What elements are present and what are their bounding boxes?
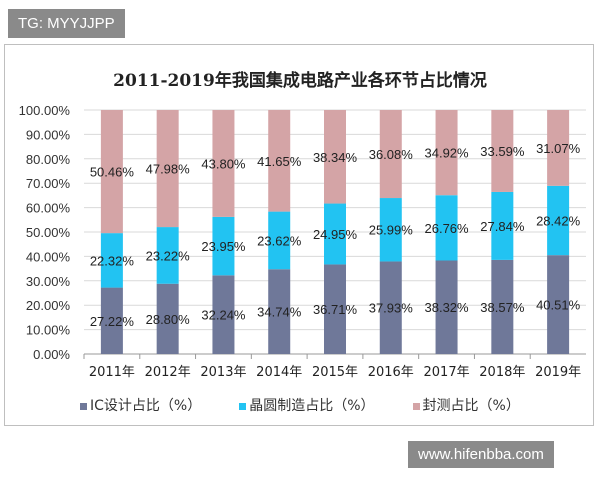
bar-segment [324, 203, 346, 265]
bar-segment [379, 110, 402, 199]
y-tick-label: 100.00% [19, 103, 71, 118]
data-label: 47.98% [146, 162, 191, 177]
watermark-bottom-right: www.hifenbba.com [408, 441, 554, 468]
chart-legend: IC设计占比（%） 晶圆制造占比（%） 封测占比（%） [80, 395, 520, 415]
bar-segment [100, 233, 123, 288]
data-label: 41.65% [257, 154, 302, 169]
bar-segment [212, 275, 235, 354]
y-tick-label: 80.00% [26, 152, 71, 167]
y-tick-label: 40.00% [26, 249, 71, 264]
data-label: 38.32% [425, 300, 470, 315]
y-tick-label: 10.00% [26, 323, 71, 338]
data-label: 26.76% [425, 221, 470, 236]
y-tick-label: 60.00% [26, 201, 71, 216]
data-label: 25.99% [369, 223, 414, 238]
data-label: 36.71% [313, 302, 358, 317]
legend-swatch [412, 402, 420, 410]
x-tick-label: 2014年 [256, 365, 302, 380]
bar-segment [435, 260, 458, 354]
bar-segment [435, 110, 458, 196]
y-tick-label: 50.00% [26, 225, 71, 240]
bar-segment [547, 255, 570, 354]
legend-item: 晶圆制造占比（%） [239, 395, 375, 415]
data-label: 24.95% [313, 227, 358, 242]
bar-segment [435, 195, 458, 261]
bar-segment [547, 110, 570, 186]
y-tick-label: 0.00% [33, 347, 70, 362]
data-label: 40.51% [536, 298, 581, 313]
data-label: 27.84% [480, 219, 525, 234]
bar-segment [156, 227, 179, 284]
y-tick-label: 30.00% [26, 274, 71, 289]
bar-segment [491, 191, 514, 260]
bar-segment [100, 110, 123, 234]
data-label: 23.62% [257, 233, 302, 248]
chart-title: 2011-2019年我国集成电路产业各环节占比情况 [113, 71, 487, 91]
x-tick-label: 2011年 [89, 365, 135, 380]
bar-segment [324, 264, 346, 354]
x-tick-label: 2019年 [535, 365, 581, 380]
data-label: 28.80% [146, 312, 191, 327]
data-label: 23.22% [146, 248, 191, 263]
bar-segment [547, 185, 570, 256]
bar-segment [268, 109, 291, 212]
data-label: 32.24% [201, 308, 246, 323]
bar-segment [324, 110, 346, 204]
data-label: 34.92% [425, 146, 470, 161]
legend-item: 封测占比（%） [412, 395, 520, 415]
legend-swatch [239, 402, 247, 410]
legend-item: IC设计占比（%） [80, 395, 201, 415]
legend-swatch [80, 402, 87, 410]
bar-segment [268, 211, 291, 270]
x-tick-label: 2016年 [368, 365, 414, 380]
legend-label: IC设计占比（%） [90, 398, 202, 414]
bar-segment [156, 110, 179, 228]
bar-segment [156, 283, 179, 354]
x-tick-label: 2013年 [200, 365, 246, 380]
legend-label: 封测占比（%） [422, 398, 520, 414]
data-label: 38.57% [480, 300, 525, 315]
y-tick-label: 20.00% [26, 298, 71, 313]
data-label: 34.74% [257, 305, 302, 320]
bar-segment [379, 261, 402, 354]
bar-segment [268, 269, 291, 354]
data-label: 28.42% [536, 213, 581, 228]
data-label: 23.95% [201, 239, 246, 254]
x-tick-label: 2012年 [145, 365, 191, 380]
data-label: 43.80% [201, 156, 246, 171]
bar-segment [212, 216, 235, 276]
data-label: 36.08% [369, 147, 414, 162]
data-label: 31.07% [536, 141, 581, 156]
bar-segment [491, 259, 514, 354]
bar-segment [491, 110, 514, 192]
x-tick-label: 2018年 [479, 365, 525, 380]
data-label: 38.34% [313, 150, 358, 165]
bar-segment [100, 287, 123, 354]
x-tick-label: 2015年 [312, 365, 358, 380]
data-label: 50.46% [90, 165, 135, 180]
data-label: 22.32% [90, 253, 135, 268]
y-tick-label: 70.00% [26, 176, 71, 191]
data-label: 27.22% [90, 314, 135, 329]
bar-segment [212, 110, 235, 217]
x-tick-label: 2017年 [424, 365, 470, 380]
bar-segment [379, 198, 402, 262]
watermark-top-left: TG: MYYJJPP [8, 9, 125, 38]
y-tick-label: 90.00% [26, 127, 71, 142]
data-label: 33.59% [480, 144, 525, 159]
data-label: 37.93% [369, 301, 414, 316]
legend-label: 晶圆制造占比（%） [249, 398, 375, 414]
